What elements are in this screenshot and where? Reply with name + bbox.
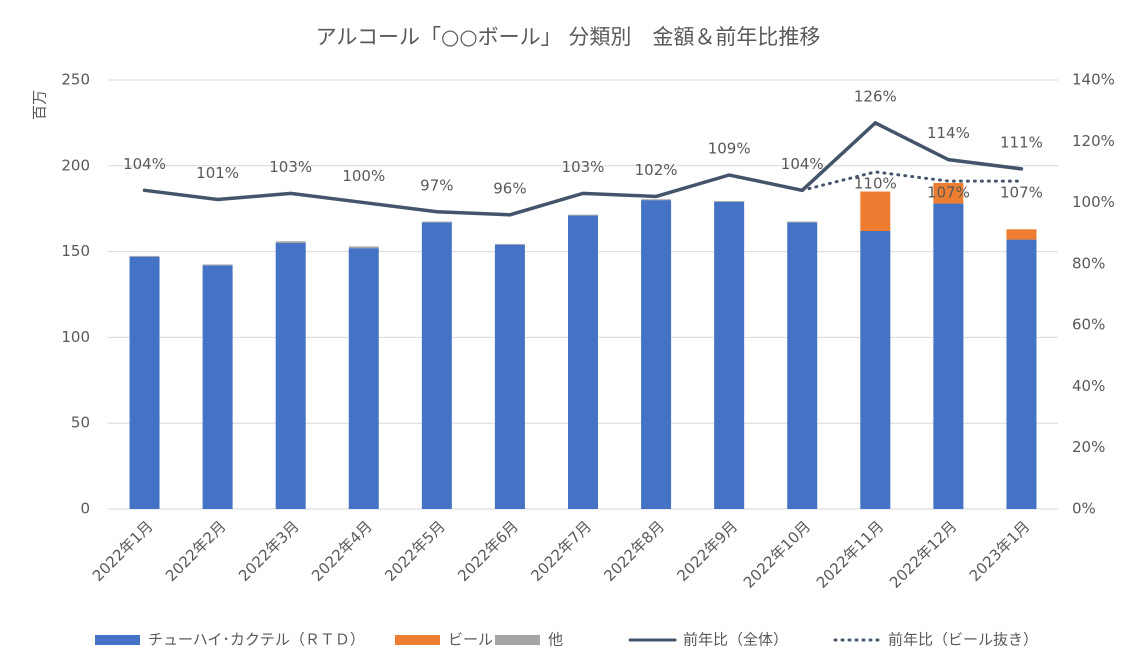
y2-tick-label: 100% xyxy=(1072,193,1115,211)
bar-segment xyxy=(129,255,160,257)
data-label: 102% xyxy=(635,161,678,179)
y2-tick-label: 60% xyxy=(1072,316,1105,334)
x-tick-label: 2022年1月 xyxy=(89,517,157,585)
data-label: 103% xyxy=(562,158,605,176)
y2-tick-label: 0% xyxy=(1072,500,1096,518)
bar-segment xyxy=(1006,239,1037,509)
bar-segment xyxy=(421,222,452,510)
bar-segment xyxy=(860,191,891,232)
legend-label: ビール xyxy=(448,631,493,649)
y-tick-label: 50 xyxy=(71,414,90,432)
bar-segment xyxy=(714,200,745,202)
bar-segment xyxy=(933,182,964,204)
bar-segment xyxy=(860,231,891,509)
legend-label: 前年比（全体） xyxy=(683,631,788,649)
bar-segment xyxy=(933,203,964,509)
y-axis-title: 百万 xyxy=(31,90,49,120)
data-label: 100% xyxy=(342,167,385,185)
x-tick-label: 2022年5月 xyxy=(381,517,449,585)
bar-segment xyxy=(494,244,525,509)
data-label: 103% xyxy=(269,158,312,176)
data-label: 114% xyxy=(927,124,970,142)
x-tick-label: 2022年11月 xyxy=(813,517,887,591)
legend-swatch xyxy=(395,635,440,645)
chart-title: アルコール「○○ボール」 分類別 金額＆前年比推移 xyxy=(316,25,821,49)
y-tick-label: 250 xyxy=(61,71,90,89)
bar-segment xyxy=(202,264,233,266)
y-tick-label: 100 xyxy=(61,328,90,346)
x-tick-label: 2022年2月 xyxy=(162,517,230,585)
y-tick-label: 0 xyxy=(80,500,90,518)
y2-tick-label: 40% xyxy=(1072,377,1105,395)
line-series xyxy=(800,170,1023,192)
x-tick-label: 2022年3月 xyxy=(235,517,303,585)
bar-segment xyxy=(787,221,818,223)
y2-tick-label: 20% xyxy=(1072,438,1105,456)
bar-segment xyxy=(275,241,306,244)
y-tick-label: 150 xyxy=(61,242,90,260)
data-label: 96% xyxy=(493,179,526,197)
legend-swatch xyxy=(95,635,140,645)
y2-tick-label: 120% xyxy=(1072,132,1115,150)
legend-label: チューハイ･カクテル（ＲＴＤ） xyxy=(148,631,365,649)
bar-segment xyxy=(568,214,598,216)
data-label: 101% xyxy=(196,164,239,182)
data-label: 126% xyxy=(854,87,897,105)
bar-segment xyxy=(641,199,672,201)
bar-segment xyxy=(641,200,672,509)
x-tick-label: 2022年4月 xyxy=(308,517,376,585)
data-label: 110% xyxy=(854,174,897,192)
y2-tick-label: 80% xyxy=(1072,254,1105,272)
bar-segment xyxy=(714,201,745,509)
y-tick-label: 200 xyxy=(61,156,90,174)
bar-segment xyxy=(129,256,160,509)
bar-segment xyxy=(348,246,379,249)
x-tick-label: 2022年12月 xyxy=(886,517,960,591)
bar-segment xyxy=(1006,229,1037,240)
data-label: 104% xyxy=(781,155,824,173)
data-label: 107% xyxy=(927,184,970,202)
bar-segment xyxy=(202,265,233,509)
data-label: 104% xyxy=(123,155,166,173)
bar-segment xyxy=(275,243,306,509)
bar-segment xyxy=(568,215,598,509)
legend-label: 他 xyxy=(548,631,563,649)
data-label: 97% xyxy=(420,176,453,194)
x-tick-label: 2022年10月 xyxy=(740,517,814,591)
bar-segment xyxy=(787,222,818,510)
bar-segment xyxy=(421,221,452,223)
data-label: 109% xyxy=(708,139,751,157)
legend-swatch xyxy=(495,635,540,645)
data-label: 107% xyxy=(1000,184,1043,202)
legend-label: 前年比（ビール抜き） xyxy=(888,631,1038,649)
bar-segment xyxy=(348,248,379,509)
x-tick-label: 2023年1月 xyxy=(966,517,1034,585)
x-tick-label: 2022年7月 xyxy=(527,517,595,585)
data-label: 111% xyxy=(1000,133,1043,151)
y2-tick-label: 140% xyxy=(1072,71,1115,89)
line-series xyxy=(142,120,1024,217)
x-tick-label: 2022年8月 xyxy=(600,517,668,585)
x-tick-label: 2022年6月 xyxy=(454,517,522,585)
x-tick-label: 2022年9月 xyxy=(673,517,741,585)
bar-segment xyxy=(494,243,525,245)
